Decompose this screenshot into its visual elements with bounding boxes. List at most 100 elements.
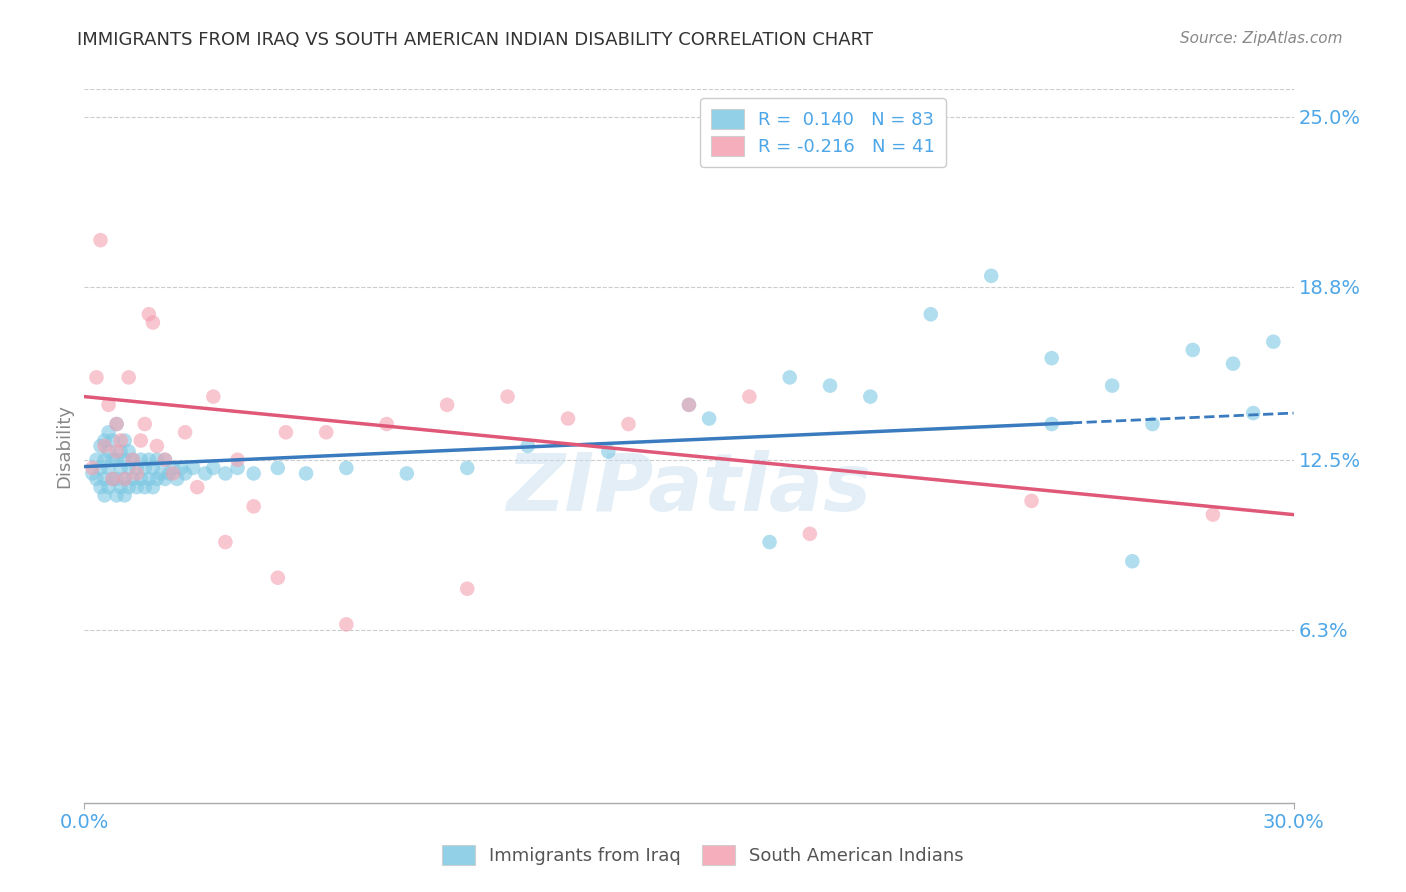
Point: [1222, 357, 1244, 371]
Point: [114, 488, 136, 502]
Point: [267, 461, 290, 475]
Point: [1101, 378, 1123, 392]
Point: [82, 467, 104, 481]
Point: [110, 461, 132, 475]
Point: [89, 461, 111, 475]
Point: [1181, 343, 1204, 357]
Point: [456, 461, 478, 475]
Text: Source: ZipAtlas.com: Source: ZipAtlas.com: [1180, 31, 1343, 46]
Point: [138, 307, 160, 321]
Point: [1241, 406, 1264, 420]
Point: [1142, 417, 1164, 431]
Point: [142, 316, 165, 330]
Point: [181, 461, 204, 475]
Point: [980, 268, 1002, 283]
Point: [859, 390, 882, 404]
Point: [617, 417, 640, 431]
Point: [920, 307, 942, 321]
Point: [1040, 351, 1063, 366]
Point: [174, 425, 197, 440]
Point: [315, 425, 337, 440]
Point: [129, 472, 152, 486]
Point: [129, 452, 152, 467]
Point: [134, 417, 156, 431]
Point: [395, 467, 418, 481]
Point: [335, 617, 357, 632]
Point: [97, 461, 120, 475]
Point: [89, 480, 111, 494]
Point: [105, 472, 128, 486]
Point: [202, 461, 225, 475]
Point: [678, 398, 700, 412]
Point: [101, 472, 124, 486]
Point: [93, 439, 115, 453]
Text: ZIPatlas: ZIPatlas: [506, 450, 872, 528]
Point: [93, 434, 115, 448]
Point: [105, 417, 128, 431]
Point: [125, 480, 148, 494]
Point: [114, 434, 136, 448]
Point: [114, 472, 136, 486]
Point: [267, 571, 290, 585]
Point: [121, 452, 143, 467]
Point: [170, 461, 193, 475]
Point: [162, 461, 184, 475]
Point: [242, 467, 264, 481]
Point: [93, 488, 115, 502]
Point: [1040, 417, 1063, 431]
Point: [86, 472, 108, 486]
Point: [134, 480, 156, 494]
Point: [138, 452, 160, 467]
Y-axis label: Disability: Disability: [55, 404, 73, 488]
Point: [274, 425, 297, 440]
Point: [779, 370, 801, 384]
Point: [226, 461, 249, 475]
Point: [105, 417, 128, 431]
Point: [375, 417, 398, 431]
Point: [101, 434, 124, 448]
Point: [121, 472, 143, 486]
Point: [125, 461, 148, 475]
Point: [97, 444, 120, 458]
Point: [146, 439, 169, 453]
Point: [598, 444, 620, 458]
Legend: R =  0.140   N = 83, R = -0.216   N = 41: R = 0.140 N = 83, R = -0.216 N = 41: [700, 98, 946, 167]
Point: [1121, 554, 1143, 568]
Point: [1263, 334, 1285, 349]
Point: [335, 461, 357, 475]
Point: [82, 461, 104, 475]
Point: [496, 390, 519, 404]
Point: [146, 472, 169, 486]
Text: IMMIGRANTS FROM IRAQ VS SOUTH AMERICAN INDIAN DISABILITY CORRELATION CHART: IMMIGRANTS FROM IRAQ VS SOUTH AMERICAN I…: [77, 31, 873, 49]
Point: [758, 535, 780, 549]
Point: [295, 467, 318, 481]
Point: [162, 467, 184, 481]
Point: [105, 452, 128, 467]
Point: [105, 444, 128, 458]
Point: [214, 467, 236, 481]
Point: [97, 480, 120, 494]
Point: [110, 480, 132, 494]
Point: [153, 452, 176, 467]
Point: [194, 467, 217, 481]
Point: [1202, 508, 1225, 522]
Point: [738, 390, 761, 404]
Point: [86, 370, 108, 384]
Point: [125, 467, 148, 481]
Point: [153, 472, 176, 486]
Point: [146, 452, 169, 467]
Point: [142, 461, 165, 475]
Point: [214, 535, 236, 549]
Point: [105, 488, 128, 502]
Point: [166, 472, 188, 486]
Point: [89, 439, 111, 453]
Point: [242, 500, 264, 514]
Point: [118, 461, 141, 475]
Point: [89, 233, 111, 247]
Point: [110, 444, 132, 458]
Legend: Immigrants from Iraq, South American Indians: Immigrants from Iraq, South American Ind…: [434, 838, 972, 872]
Point: [149, 467, 172, 481]
Point: [118, 370, 141, 384]
Point: [93, 472, 115, 486]
Point: [202, 390, 225, 404]
